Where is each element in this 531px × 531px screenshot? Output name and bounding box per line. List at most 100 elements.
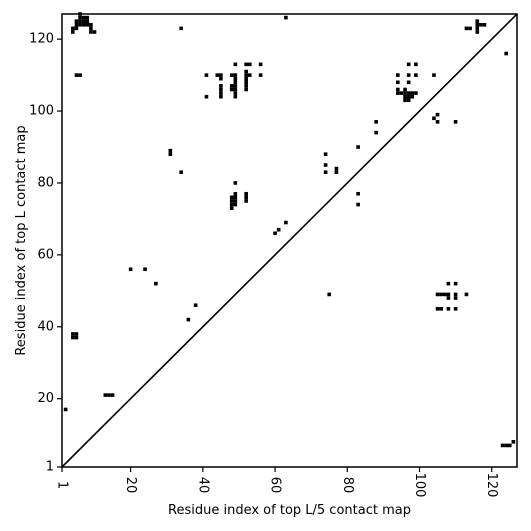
- contact-point: [219, 91, 223, 95]
- contact-point: [233, 199, 238, 203]
- contact-point: [219, 94, 223, 99]
- contact-point: [128, 267, 133, 272]
- contact-point: [81, 19, 86, 23]
- contact-point: [439, 292, 443, 297]
- contact-point: [475, 30, 480, 34]
- contact-point: [89, 26, 93, 31]
- x-tick-label: 20: [123, 477, 138, 494]
- contact-point: [81, 22, 86, 27]
- x-axis: 1 20 40 60 80 100 120: [55, 467, 499, 498]
- contact-point: [179, 170, 183, 174]
- contact-point: [406, 91, 411, 95]
- contact-point: [233, 80, 238, 85]
- contact-point: [233, 94, 238, 99]
- contact-point: [229, 87, 234, 92]
- contact-point: [435, 307, 440, 311]
- contact-point: [414, 91, 418, 95]
- contact-point: [89, 22, 93, 27]
- contact-point: [244, 87, 248, 92]
- contact-point: [74, 19, 79, 23]
- y-tick-label: 60: [37, 247, 54, 262]
- contact-point: [396, 73, 400, 77]
- contact-point: [89, 30, 93, 34]
- contact-point: [334, 166, 339, 171]
- contact-point: [323, 170, 328, 174]
- contact-point: [107, 393, 111, 397]
- contact-point: [258, 73, 263, 77]
- x-tick-label: 80: [340, 477, 355, 494]
- contact-point: [374, 120, 378, 124]
- contact-point: [247, 62, 252, 67]
- contact-point: [229, 199, 234, 203]
- contact-point: [403, 98, 407, 103]
- contact-point: [406, 80, 411, 85]
- contact-point: [233, 91, 238, 95]
- contact-point: [446, 292, 451, 297]
- y-tick-label: 120: [29, 32, 54, 47]
- contact-point: [85, 22, 90, 27]
- contact-point: [511, 440, 516, 444]
- contact-point: [500, 443, 505, 448]
- x-tick-label: 100: [412, 473, 427, 498]
- contact-point: [432, 116, 436, 121]
- contact-point: [154, 281, 158, 286]
- contact-point: [244, 191, 248, 196]
- contact-point: [219, 84, 223, 88]
- contact-point: [85, 15, 90, 20]
- contact-point: [74, 332, 79, 336]
- contact-point: [403, 91, 407, 95]
- x-tick-label: 60: [268, 477, 283, 494]
- contact-point: [244, 73, 248, 77]
- contact-point: [414, 62, 418, 67]
- y-axis-title: Residue index of top L contact map: [14, 125, 29, 355]
- contact-point: [233, 87, 238, 92]
- contact-point: [435, 112, 440, 117]
- contact-point: [403, 94, 407, 99]
- contact-point: [74, 22, 79, 27]
- y-tick-label: 80: [37, 175, 54, 190]
- contact-point: [233, 62, 238, 67]
- contact-point: [78, 15, 82, 20]
- x-tick-label: 1: [55, 481, 70, 489]
- contact-point: [482, 22, 487, 27]
- contact-point: [273, 231, 277, 236]
- contact-point: [229, 73, 234, 77]
- contact-point: [71, 335, 75, 340]
- contact-point: [464, 26, 469, 31]
- contact-point: [103, 393, 108, 397]
- contact-point: [446, 281, 451, 286]
- contact-point: [110, 393, 115, 397]
- contact-point: [74, 26, 79, 31]
- contact-point: [446, 296, 451, 300]
- contact-point: [453, 292, 458, 297]
- contact-point: [215, 73, 220, 77]
- contact-point: [323, 152, 328, 157]
- contact-point: [219, 76, 223, 81]
- contact-point: [334, 170, 339, 174]
- contact-point: [396, 91, 400, 95]
- contact-point: [432, 73, 436, 77]
- contact-point: [219, 73, 223, 77]
- contact-point: [247, 73, 252, 77]
- contact-point: [78, 73, 82, 77]
- contact-point: [244, 84, 248, 88]
- contact-point: [403, 87, 407, 92]
- contact-point: [356, 202, 360, 207]
- y-tick-label: 40: [37, 319, 54, 334]
- contact-point: [464, 292, 469, 297]
- x-tick-label: 120: [484, 473, 499, 498]
- contact-point: [168, 152, 173, 157]
- contact-point: [410, 94, 415, 99]
- contact-point: [186, 317, 191, 322]
- contact-point: [446, 307, 451, 311]
- contact-point: [168, 148, 173, 153]
- contact-point: [244, 69, 248, 74]
- contact-point: [356, 145, 360, 149]
- contact-point: [410, 91, 415, 95]
- y-tick-label: 1: [46, 460, 54, 475]
- contact-point: [396, 80, 400, 85]
- contact-point: [204, 94, 209, 99]
- contact-point: [233, 181, 238, 185]
- contact-point: [233, 76, 238, 81]
